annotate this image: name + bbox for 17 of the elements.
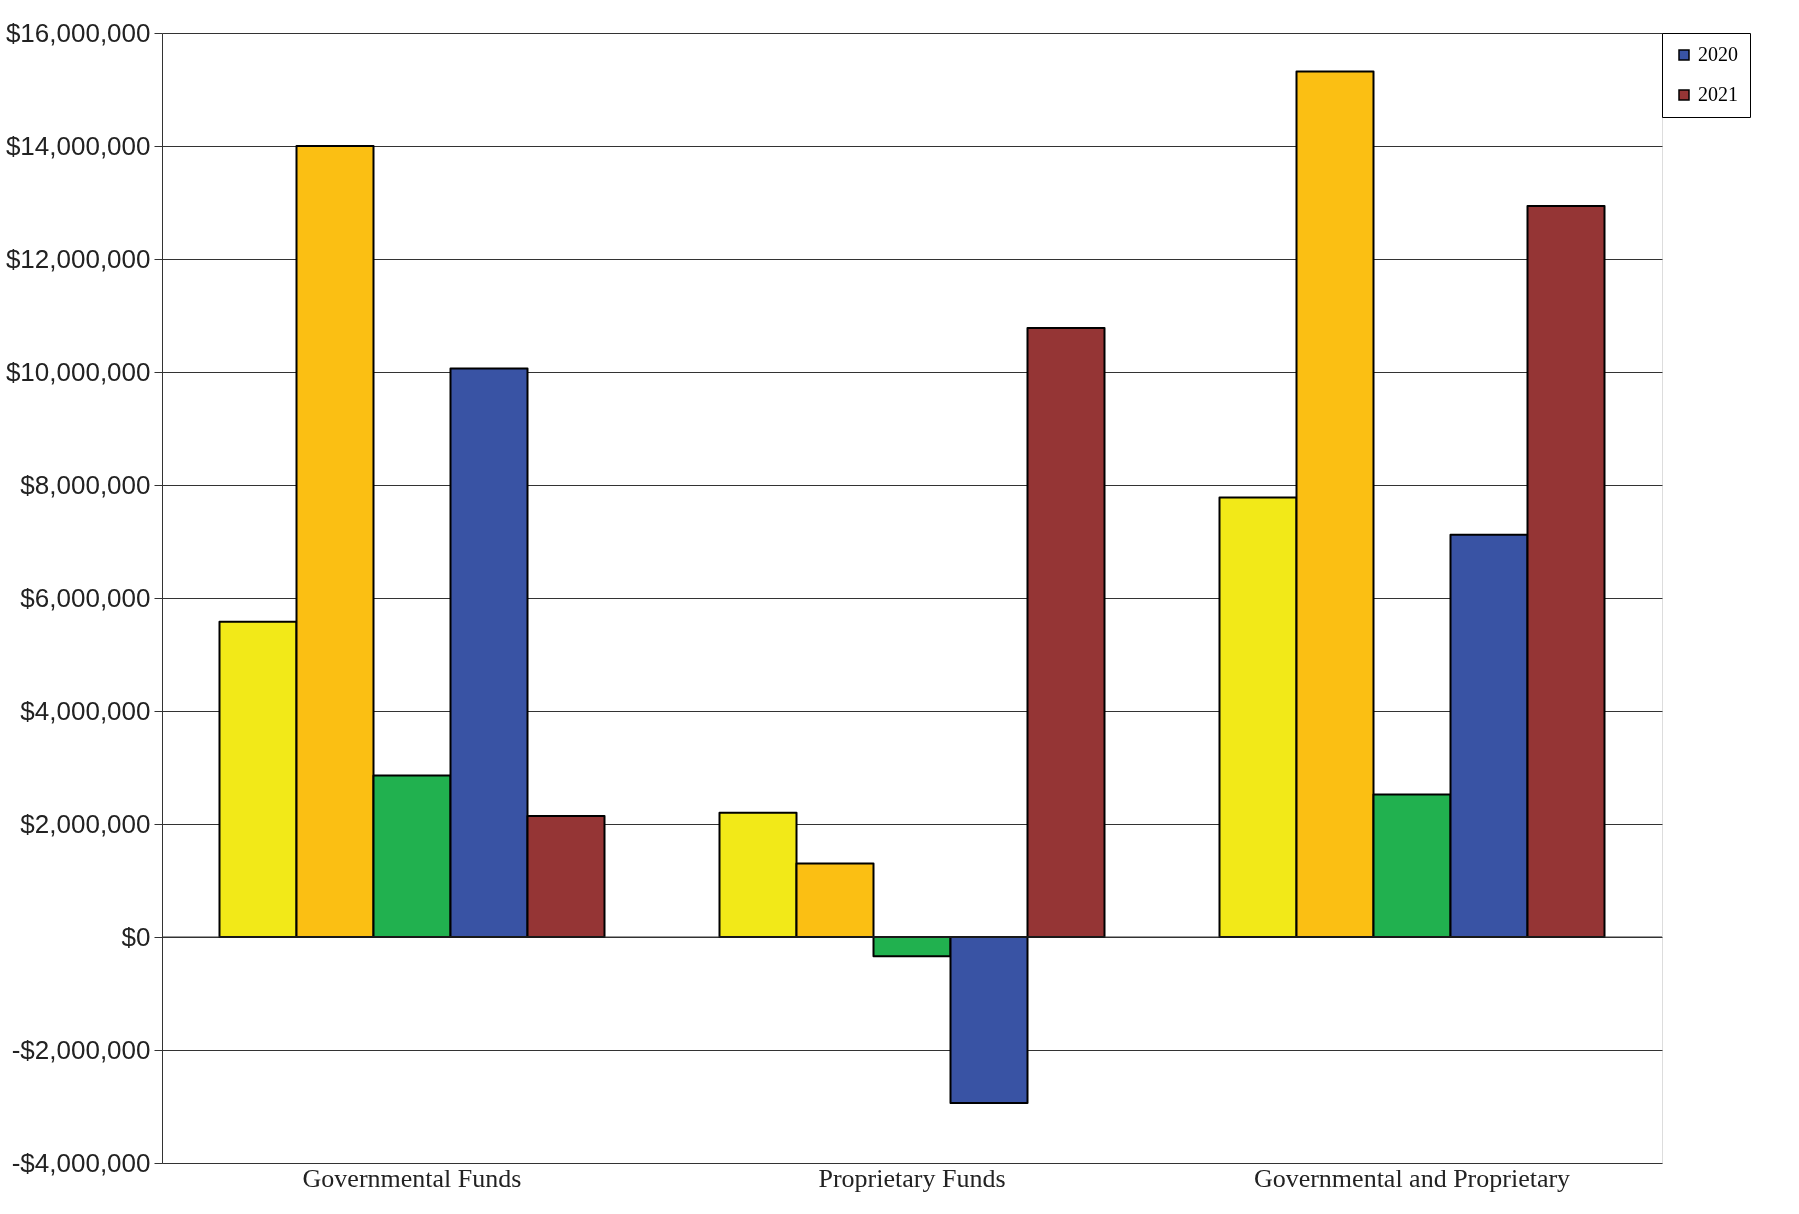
legend-label: 2021 [1698, 83, 1738, 105]
y-tick-label: $4,000,000 [20, 695, 151, 726]
y-tick-label: $2,000,000 [20, 808, 151, 839]
y-tick-label: $12,000,000 [5, 243, 151, 274]
y-tick-label: -$2,000,000 [11, 1034, 151, 1065]
y-tick-label: $0 [121, 921, 151, 952]
legend-label: 2020 [1698, 43, 1738, 65]
y-tick-label: $10,000,000 [5, 356, 151, 387]
y-tick-label: $14,000,000 [5, 130, 151, 161]
bar [1026, 326, 1106, 938]
x-tick-label: Governmental and Proprietary [1253, 1163, 1571, 1193]
y-tick-label: $8,000,000 [20, 469, 151, 500]
x-tick-label: Proprietary Funds [818, 1163, 1006, 1193]
x-tick-label: Governmental Funds [302, 1163, 522, 1193]
y-tick-label: $16,000,000 [5, 17, 151, 48]
y-tick-label: $6,000,000 [20, 582, 151, 613]
y-tick-label: -$4,000,000 [11, 1147, 151, 1178]
